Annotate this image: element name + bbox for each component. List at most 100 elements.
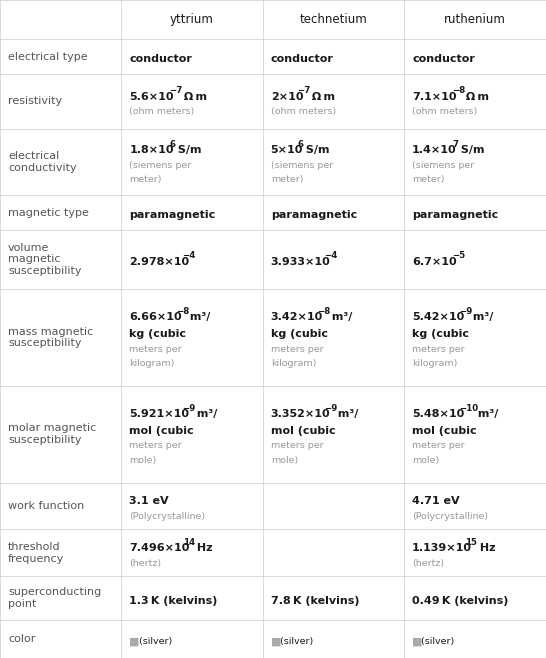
Text: (silver): (silver) (135, 637, 172, 646)
Text: work function: work function (8, 501, 84, 511)
Text: 1.4×10: 1.4×10 (412, 145, 456, 155)
Text: 3.933×10: 3.933×10 (271, 257, 330, 267)
Text: 3.352×10: 3.352×10 (271, 409, 330, 419)
Text: −9: −9 (324, 403, 337, 413)
Text: ■: ■ (412, 636, 423, 647)
Text: yttrium: yttrium (170, 13, 214, 26)
Text: paramagnetic: paramagnetic (412, 210, 498, 220)
Text: ruthenium: ruthenium (444, 13, 506, 26)
Text: (siemens per: (siemens per (129, 161, 192, 170)
Text: conductor: conductor (129, 54, 192, 64)
Text: −7: −7 (297, 86, 311, 95)
Text: mole): mole) (271, 455, 298, 465)
Text: electrical
conductivity: electrical conductivity (8, 151, 76, 172)
Text: mol (cubic: mol (cubic (412, 426, 477, 436)
Text: 4.71 eV: 4.71 eV (412, 496, 460, 507)
Text: m³/: m³/ (474, 409, 498, 419)
Text: 5.48×10: 5.48×10 (412, 409, 464, 419)
Text: 1.139×10: 1.139×10 (412, 544, 472, 553)
Text: molar magnetic
susceptibility: molar magnetic susceptibility (8, 423, 96, 445)
Text: kg (cubic: kg (cubic (271, 329, 328, 339)
Text: paramagnetic: paramagnetic (129, 210, 216, 220)
Text: 14: 14 (182, 538, 195, 547)
Text: S/m: S/m (457, 145, 485, 155)
Text: meters per: meters per (129, 442, 182, 450)
Text: −8: −8 (452, 86, 465, 95)
Text: −9: −9 (459, 307, 472, 316)
Text: meters per: meters per (271, 442, 323, 450)
Text: −9: −9 (182, 403, 196, 413)
Text: Hz: Hz (193, 544, 212, 553)
Text: 5.42×10: 5.42×10 (412, 313, 464, 322)
Text: 6.66×10: 6.66×10 (129, 313, 182, 322)
Text: mole): mole) (412, 455, 440, 465)
Text: paramagnetic: paramagnetic (271, 210, 357, 220)
Text: (silver): (silver) (277, 637, 313, 646)
Text: 1.8×10: 1.8×10 (129, 145, 174, 155)
Text: (ohm meters): (ohm meters) (129, 107, 194, 116)
Text: ■: ■ (271, 636, 281, 647)
Text: kg (cubic: kg (cubic (129, 329, 186, 339)
Text: (ohm meters): (ohm meters) (271, 107, 336, 116)
Text: kg (cubic: kg (cubic (412, 329, 469, 339)
Text: magnetic type: magnetic type (8, 207, 89, 218)
Text: 7.496×10: 7.496×10 (129, 544, 189, 553)
Text: m³/: m³/ (328, 313, 352, 322)
Text: −4: −4 (182, 251, 196, 261)
Text: mole): mole) (129, 455, 157, 465)
Text: (hertz): (hertz) (129, 559, 161, 568)
Text: 1.3 K (kelvins): 1.3 K (kelvins) (129, 595, 218, 606)
Text: 0.49 K (kelvins): 0.49 K (kelvins) (412, 595, 508, 606)
Text: Ω m: Ω m (462, 91, 489, 102)
Text: Hz: Hz (476, 544, 495, 553)
Text: −7: −7 (169, 86, 182, 95)
Text: 3.42×10: 3.42×10 (271, 313, 323, 322)
Text: resistivity: resistivity (8, 96, 62, 107)
Text: color: color (8, 634, 35, 644)
Text: kilogram): kilogram) (129, 359, 175, 368)
Text: threshold
frequency: threshold frequency (8, 542, 64, 564)
Text: (siemens per: (siemens per (271, 161, 333, 170)
Text: Ω m: Ω m (307, 91, 335, 102)
Text: 3.1 eV: 3.1 eV (129, 496, 169, 507)
Text: −4: −4 (324, 251, 337, 261)
Text: m³/: m³/ (193, 409, 217, 419)
Text: conductor: conductor (271, 54, 334, 64)
Text: 5×10: 5×10 (271, 145, 303, 155)
Text: kilogram): kilogram) (412, 359, 458, 368)
Text: meter): meter) (129, 175, 162, 184)
Text: 15: 15 (465, 538, 477, 547)
Text: electrical type: electrical type (8, 52, 87, 62)
Text: m³/: m³/ (334, 409, 359, 419)
Text: meter): meter) (271, 175, 303, 184)
Text: 6.7×10: 6.7×10 (412, 257, 456, 267)
Text: mass magnetic
susceptibility: mass magnetic susceptibility (8, 326, 93, 348)
Text: (siemens per: (siemens per (412, 161, 474, 170)
Text: S/m: S/m (302, 145, 330, 155)
Text: (Polycrystalline): (Polycrystalline) (129, 512, 205, 521)
Text: meter): meter) (412, 175, 444, 184)
Text: meters per: meters per (271, 345, 323, 353)
Text: (hertz): (hertz) (412, 559, 444, 568)
Text: 2.978×10: 2.978×10 (129, 257, 189, 267)
Text: −10: −10 (459, 403, 478, 413)
Text: m³/: m³/ (469, 313, 494, 322)
Text: m³/: m³/ (186, 313, 211, 322)
Text: ■: ■ (129, 636, 140, 647)
Text: S/m: S/m (174, 145, 202, 155)
Text: kilogram): kilogram) (271, 359, 316, 368)
Text: 5.921×10: 5.921×10 (129, 409, 189, 419)
Text: 7.8 K (kelvins): 7.8 K (kelvins) (271, 595, 359, 606)
Text: meters per: meters per (412, 442, 465, 450)
Text: superconducting
point: superconducting point (8, 588, 101, 609)
Text: −8: −8 (317, 307, 330, 316)
Text: conductor: conductor (412, 54, 475, 64)
Text: (Polycrystalline): (Polycrystalline) (412, 512, 488, 521)
Text: Ω m: Ω m (180, 91, 206, 102)
Text: 2×10: 2×10 (271, 91, 303, 102)
Text: meters per: meters per (129, 345, 182, 353)
Text: 6: 6 (169, 139, 175, 149)
Text: mol (cubic: mol (cubic (271, 426, 335, 436)
Text: 7: 7 (452, 139, 458, 149)
Text: volume
magnetic
susceptibility: volume magnetic susceptibility (8, 243, 81, 276)
